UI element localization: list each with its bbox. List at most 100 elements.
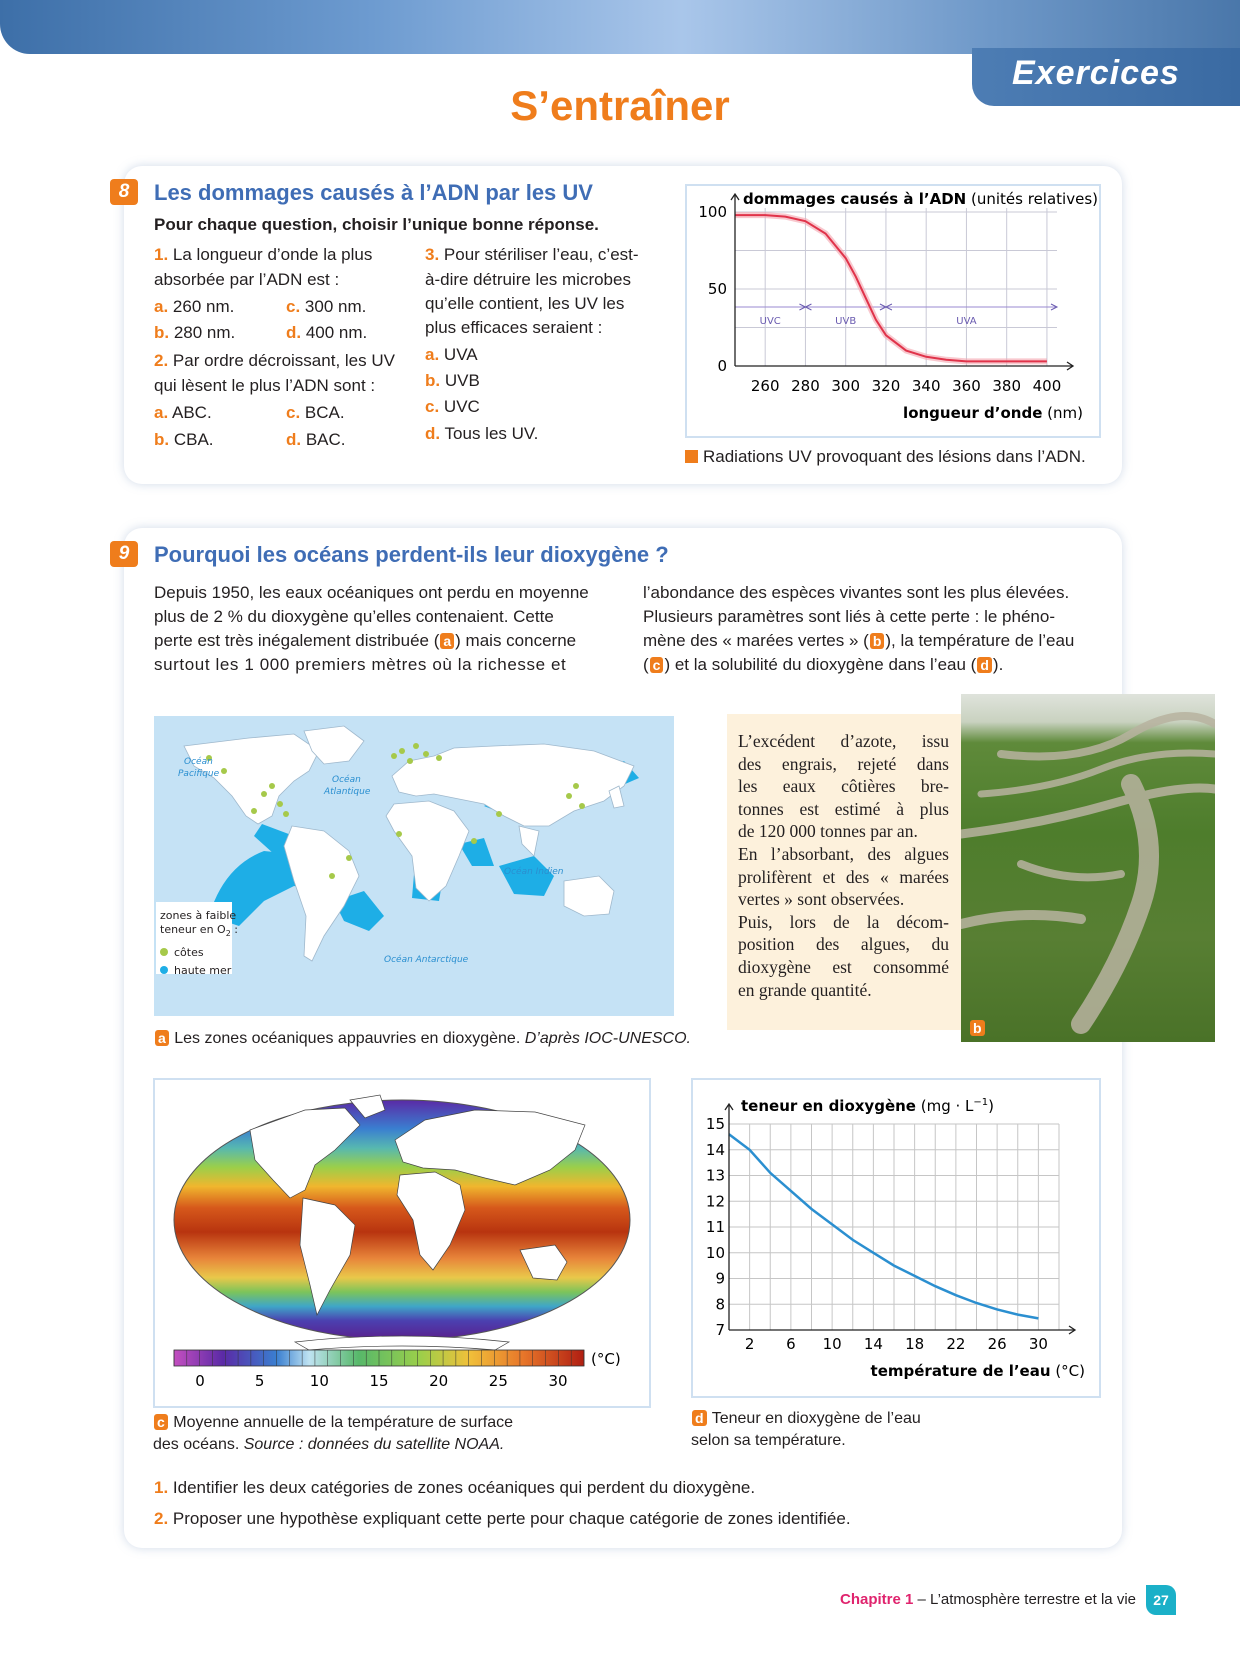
doc-d-caption-line2: selon sa température.	[691, 1432, 846, 1449]
o2-y-tick: 15	[706, 1115, 725, 1133]
q2-number: 2.	[154, 351, 169, 370]
doc-c-caption: c Moyenne annuelle de la température de …	[153, 1412, 513, 1456]
uv-damage-chart: UVC UVB UVA 260 280 300 320 340 360 380 400 100 50 0…	[698, 190, 1098, 422]
option-letter: c.	[286, 403, 301, 422]
doc-b-line: L’excédent d’azote, issu	[738, 731, 949, 751]
q2-option-c: c. BCA.	[286, 400, 345, 425]
o2-ylabel-bold: teneur en dioxygène	[741, 1097, 916, 1115]
o2-y-tick: 8	[715, 1295, 725, 1313]
doc-b-line: de 120 000 tonnes par an.	[738, 821, 918, 842]
doc-c-source: Source : données du satellite NOAA.	[243, 1436, 505, 1453]
uv-x-tick: 280	[791, 377, 820, 395]
option-letter: d.	[286, 323, 302, 342]
option-text: UVB	[444, 371, 480, 390]
o2-xlabel: température de l’eau (°C)	[871, 1362, 1085, 1380]
exercise-8-title: Les dommages causés à l’ADN par les UV	[154, 180, 593, 205]
q3-line1: 3. Pour stériliser l’eau, c’est-	[425, 242, 639, 267]
q3-option-b: b. UVB	[425, 368, 480, 393]
option-text: UVA	[443, 345, 478, 364]
scale-tick-label: 30	[548, 1372, 567, 1390]
o2-chart-frame: 2 6 10 14 18 22 26 30 15 14 13 12 11 10 9 8 7 teneur en …	[691, 1078, 1101, 1398]
doc-b-line: prolifèrent et des « marées	[738, 866, 949, 887]
footer: Chapitre 1 – L’atmosphère terrestre et l…	[840, 1591, 1136, 1608]
q2-line2: qui lèsent le plus l’ADN sont :	[154, 376, 376, 395]
o2-ylabel-sup: −1	[973, 1097, 988, 1108]
o2-x-tick: 26	[988, 1335, 1007, 1353]
legend-sea-label: haute mer	[174, 964, 232, 977]
o2-curve	[728, 1133, 1039, 1320]
ex9-question-2: 2. Proposer une hypothèse expliquant cet…	[154, 1506, 851, 1531]
uv-curve	[735, 214, 1047, 363]
uv-x-tick: 400	[1033, 377, 1062, 395]
o2-y-tick: 10	[706, 1244, 725, 1262]
world-map-svg: Océan Pacifique Océan Atlantique Océan I…	[156, 725, 639, 977]
o2-x-tick: 30	[1029, 1335, 1048, 1353]
q3-line4: plus efficaces seraient :	[425, 318, 603, 337]
exercise-9-title: Pourquoi les océans perdent-ils leur dio…	[154, 542, 669, 567]
doc-ref-c: c	[649, 657, 664, 673]
intro-right-2: Plusieurs paramètres sont liés à cette p…	[643, 607, 1055, 626]
option-text: CBA.	[173, 430, 214, 449]
uv-xlabel: longueur d’onde (nm)	[903, 404, 1083, 422]
uv-band-arrow	[1050, 303, 1059, 311]
q2-text1: Par ordre décroissant, les UV	[172, 351, 395, 370]
uv-x-tick: 380	[992, 377, 1021, 395]
intro-text: mène des « marées vertes » (	[643, 631, 869, 650]
o2-y-tick: 12	[706, 1192, 725, 1210]
scale-tick-label: 25	[489, 1372, 508, 1390]
doc-c-caption-text2: des océans.	[153, 1436, 244, 1453]
doc-d-caption-line1: d Teneur en dioxygène de l’eau	[691, 1408, 921, 1430]
intro-text: ), la température de l’eau	[885, 631, 1075, 650]
ocean-antarctic-label: Océan Antarctique	[384, 954, 469, 965]
q3-option-d: d. Tous les UV.	[425, 421, 538, 446]
option-text: UVC	[443, 397, 480, 416]
uv-x-axis	[735, 361, 1075, 371]
doc-b-line: tonnes est estimé à plus	[738, 798, 949, 819]
continents	[183, 725, 635, 962]
question-number: 2.	[154, 1509, 169, 1528]
doc-b-line: en grande quantité.	[738, 979, 872, 1000]
intro-text: perte est très inégalement distribuée (	[154, 631, 440, 650]
o2-x-axis	[729, 1325, 1077, 1335]
legend-coast-label: côtes	[174, 946, 204, 959]
doc-b-line: vertes » sont observées.	[738, 889, 905, 910]
uv-y-tick: 0	[717, 357, 727, 375]
o2-y-tick: 9	[715, 1270, 725, 1288]
intro-right-4: (c) et la solubilité du dioxygène dans l…	[643, 652, 1003, 677]
ocean-pacific-label: Pacifique	[178, 769, 220, 779]
doc-b-line: En l’absorbant, des algues	[738, 843, 949, 864]
uv-band-boundary	[879, 303, 893, 311]
o2-y-tick: 13	[706, 1167, 725, 1185]
uv-x-tick: 340	[912, 377, 941, 395]
uv-band-label: UVC	[760, 316, 781, 327]
option-letter: a.	[154, 403, 169, 422]
sea-swatch	[160, 966, 168, 974]
page-title: S’entraîner	[510, 82, 730, 129]
scale-tick-label: 0	[195, 1372, 205, 1390]
exercices-tab-label: Exercices	[1012, 54, 1180, 92]
option-text: 400 nm.	[305, 323, 368, 342]
option-letter: b.	[154, 323, 170, 342]
ocean-pacific-label: Océan	[184, 756, 213, 767]
oxygen-zones-map: Océan Pacifique Océan Atlantique Océan I…	[154, 716, 674, 1016]
intro-text: (	[643, 655, 649, 674]
q1-option-c: c. 300 nm.	[286, 294, 366, 319]
intro-text: ) mais concerne	[455, 631, 577, 650]
uv-chart-frame: UVC UVB UVA 260 280 300 320 340 360 380 400 100 50 0…	[685, 184, 1101, 438]
doc-c-caption-line1: c Moyenne annuelle de la température de …	[153, 1412, 513, 1434]
sst-continents	[249, 1094, 586, 1351]
doc-ref-b: b	[869, 633, 885, 649]
option-text: ABC.	[171, 403, 212, 422]
ocean-atlantic-label: Océan	[332, 774, 361, 785]
o2-x-tick: 10	[823, 1335, 842, 1353]
o2-y-tick: 14	[706, 1141, 725, 1159]
doc-a-letter: a	[155, 1030, 169, 1046]
intro-left-3: perte est très inégalement distribuée (a…	[154, 628, 576, 653]
temperature-scale-ticks: 0 5 10 15 20 25 30	[173, 1350, 585, 1390]
doc-b-text: L’excédent d’azote, issu des engrais, rej…	[727, 714, 961, 1001]
footer-chapter: Chapitre 1	[840, 1591, 914, 1608]
o2-x-tick: 18	[905, 1335, 924, 1353]
uv-band-label: UVB	[835, 316, 856, 327]
q3-line2: à-dire détruire les microbes	[425, 270, 631, 289]
